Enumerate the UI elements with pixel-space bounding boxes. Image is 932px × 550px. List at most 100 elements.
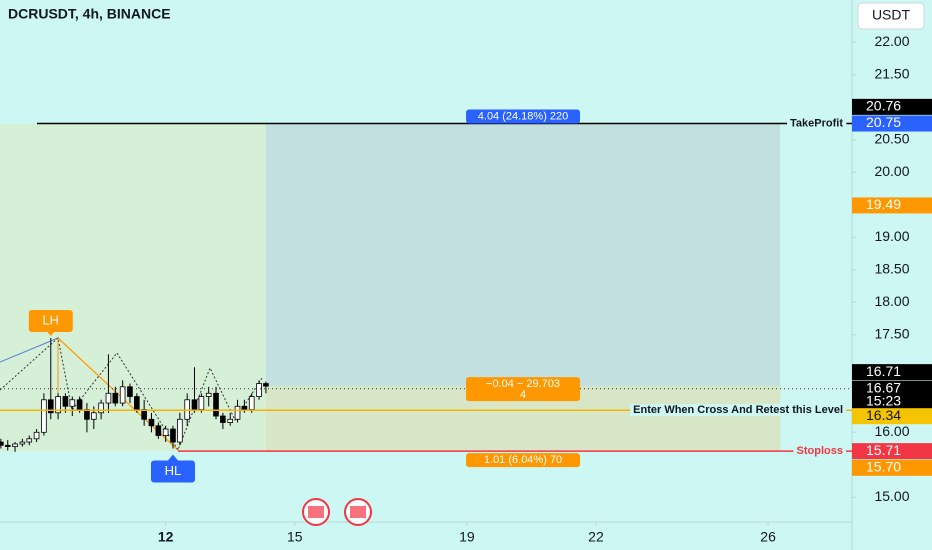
y-tick-label: 22.00 <box>874 33 909 49</box>
y-tick-label: 21.50 <box>874 65 909 81</box>
candle-body <box>205 392 212 397</box>
level-label: Stoploss <box>797 445 843 457</box>
level-label: TakeProfit <box>790 117 843 129</box>
zigzag-line <box>0 337 263 452</box>
candle-body <box>12 443 18 447</box>
position-label: 4.04 (24.18%) 220 <box>466 109 581 124</box>
chart-title: DCRUSDT, 4h, BINANCE <box>8 6 171 22</box>
event-flag <box>308 506 324 518</box>
currency-label: USDT <box>872 7 911 23</box>
x-tick-label: 15 <box>287 529 303 545</box>
candle-body <box>234 405 241 420</box>
candles <box>0 338 269 452</box>
annotation-box <box>28 310 73 333</box>
price-marker <box>852 115 932 132</box>
candle-body <box>256 383 262 397</box>
price-marker-label: 19.49 <box>866 196 901 212</box>
trend-line <box>0 337 59 363</box>
candle-body <box>41 399 47 433</box>
x-tick-label: 22 <box>588 529 604 545</box>
level-label-background <box>793 445 846 458</box>
candle-body <box>162 428 169 436</box>
candle-body <box>155 425 162 436</box>
time-scale-background <box>0 522 852 550</box>
position-label-text: −0.04 − 29.703 <box>486 378 560 390</box>
candle-body <box>55 396 61 414</box>
candle-body <box>62 396 69 407</box>
position-label-background <box>466 377 581 402</box>
position-label-background <box>466 109 581 124</box>
price-marker-label: 16.34 <box>866 407 901 423</box>
candle-body <box>141 409 147 420</box>
event-icons <box>302 498 372 526</box>
price-marker <box>852 98 932 115</box>
candle-body <box>69 399 76 407</box>
candle-body <box>47 399 54 414</box>
position-label-text: 4.04 (24.18%) 220 <box>478 110 569 122</box>
candle-body <box>33 431 40 440</box>
price-marker-label: 16.67 <box>866 379 901 395</box>
candle-body <box>220 415 226 423</box>
y-tick-label: 18.50 <box>874 260 909 276</box>
y-tick-label: 18.00 <box>874 293 909 309</box>
position-label: 1.01 (6.04%) 70 <box>466 453 581 468</box>
x-tick-label: 19 <box>459 529 475 545</box>
price-marker <box>852 408 932 425</box>
candle-body <box>248 396 255 410</box>
position-label-text: 1.01 (6.04%) 70 <box>484 454 562 466</box>
annotation-pointer <box>167 454 178 461</box>
price-marker-label: 20.76 <box>866 98 901 114</box>
candle-body <box>0 441 4 446</box>
candle-body <box>191 399 198 410</box>
y-tick-label: 15.00 <box>874 488 909 504</box>
y-tick-label: 20.00 <box>874 163 909 179</box>
price-marker <box>852 197 932 214</box>
candle-body <box>127 386 133 397</box>
candle-body <box>4 444 11 447</box>
level-label-background <box>787 117 847 130</box>
candle-body <box>170 428 176 443</box>
candle-body <box>263 383 269 387</box>
candle-body <box>227 418 234 423</box>
candle-body <box>26 438 33 443</box>
candle-body <box>98 402 104 414</box>
overlay: TakeProfit Enter When Cross And Retest th… <box>0 109 852 483</box>
x-tick-label: 26 <box>760 529 776 545</box>
price-marker-label: 20.75 <box>866 114 901 130</box>
y-tick-label: 17.50 <box>874 325 909 341</box>
event-flag <box>350 506 366 518</box>
y-tick-label: 20.50 <box>874 130 909 146</box>
candle-body <box>213 392 219 417</box>
profit-zone <box>265 123 781 387</box>
candle-body <box>198 396 205 410</box>
candle-body <box>134 396 140 410</box>
candle-body <box>112 392 119 404</box>
level-label: Enter When Cross And Retest this Level <box>633 404 843 416</box>
candle-body <box>148 418 155 427</box>
position-label-text: 4 <box>520 389 526 401</box>
y-tick-label: 19.00 <box>874 228 909 244</box>
x-tick-label: 12 <box>158 529 174 545</box>
candle-body <box>90 412 97 420</box>
price-marker-label: 15.71 <box>866 442 901 458</box>
candle-body <box>241 405 248 410</box>
candle-body <box>76 399 83 410</box>
price-marker-label: 16.71 <box>866 363 901 379</box>
level-label-background <box>630 404 846 417</box>
candle-body <box>119 386 126 404</box>
candle-body <box>84 409 90 420</box>
currency-button[interactable] <box>857 2 925 30</box>
annotation-text: HL <box>165 463 182 478</box>
candle-body <box>19 441 26 445</box>
annotation-box <box>150 460 195 483</box>
price-marker <box>852 443 932 460</box>
candle-body <box>177 418 183 443</box>
candle-body <box>105 392 112 404</box>
position-label-background <box>466 453 581 468</box>
price-marker <box>852 380 932 409</box>
price-marker-label: 15.70 <box>866 458 901 474</box>
price-marker <box>852 364 932 381</box>
